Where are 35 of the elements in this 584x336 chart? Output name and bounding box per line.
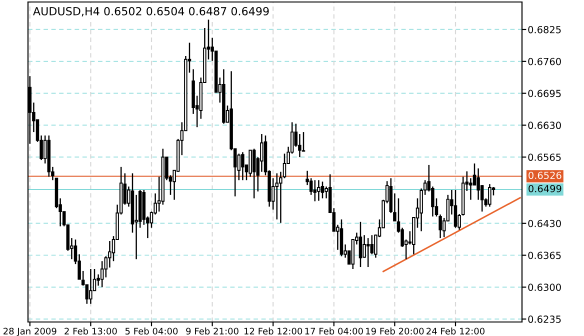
candlestick: [320, 181, 324, 199]
candlestick: [252, 148, 256, 199]
candlestick: [134, 194, 138, 260]
y-tick-label: 0.6235: [528, 316, 561, 323]
candlestick: [370, 234, 374, 255]
y-tick-label: 0.6300: [528, 284, 561, 291]
candlestick: [488, 183, 492, 208]
y-tick-label: 0.6430: [528, 220, 561, 228]
candlestick: [454, 189, 458, 228]
x-tick-label: 19 Feb 20:00: [366, 328, 424, 335]
y-tick-label: 0.6825: [528, 26, 561, 34]
ref-line-label: 0.6526: [528, 172, 562, 180]
x-tick-label: 17 Feb 04:00: [305, 328, 363, 335]
candlestick: [241, 152, 244, 181]
candlestick: [89, 268, 92, 304]
x-tick-label: 2 Feb 13:00: [64, 328, 117, 335]
x-tick-label: 5 Feb 04:00: [125, 328, 178, 335]
ref-line-label: 0.6499: [528, 184, 562, 192]
x-tick-label: 9 Feb 21:00: [186, 328, 238, 335]
y-tick-label: 0.6760: [528, 58, 561, 66]
candlestick: [358, 221, 362, 268]
chart-title: AUDUSD,H4 0.6502 0.6504 0.6487 0.6499: [33, 6, 269, 17]
candlestick: [476, 168, 480, 200]
x-tick-label: 12 Feb 12:00: [244, 328, 302, 335]
candlestick: [313, 180, 317, 202]
candlestick: [275, 172, 279, 220]
y-tick-label: 0.6365: [528, 252, 561, 260]
candlestick: [317, 180, 320, 202]
candlestick: [366, 237, 370, 268]
candlestick: [100, 260, 104, 288]
y-tick-label: 0.6630: [528, 122, 561, 130]
y-tick-label: 0.6565: [528, 154, 561, 161]
x-tick-label: 24 Feb 12:00: [426, 328, 485, 335]
y-tick-label: 0.6695: [528, 90, 561, 98]
x-tick-label: 28 Jan 2009: [4, 328, 56, 336]
